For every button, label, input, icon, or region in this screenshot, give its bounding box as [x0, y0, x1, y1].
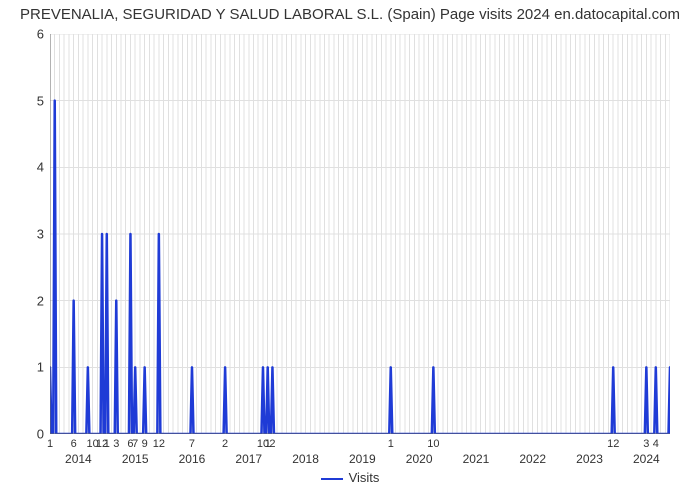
x-tick: 7: [189, 438, 195, 450]
x-year: 2024: [633, 452, 660, 466]
y-tick: 6: [37, 27, 44, 42]
x-year: 2020: [406, 452, 433, 466]
x-tick: 12: [607, 438, 619, 450]
x-year: 2021: [463, 452, 490, 466]
x-year: 2019: [349, 452, 376, 466]
y-tick: 0: [37, 427, 44, 442]
x-tick: 2: [269, 438, 275, 450]
x-tick: 3: [113, 438, 119, 450]
y-tick: 4: [37, 160, 44, 175]
x-year: 2015: [122, 452, 149, 466]
legend: Visits: [0, 470, 700, 485]
legend-label: Visits: [349, 470, 380, 485]
x-tick: 3: [643, 438, 649, 450]
x-tick: 7: [132, 438, 138, 450]
x-tick: 1: [47, 438, 53, 450]
x-year: 2017: [235, 452, 262, 466]
y-tick: 3: [37, 227, 44, 242]
x-year: 2016: [179, 452, 206, 466]
x-year: 2022: [519, 452, 546, 466]
x-year: 2018: [292, 452, 319, 466]
x-tick: 4: [653, 438, 659, 450]
chart-title: PREVENALIA, SEGURIDAD Y SALUD LABORAL S.…: [0, 6, 700, 23]
y-tick: 2: [37, 293, 44, 308]
x-tick: 1: [104, 438, 110, 450]
plot-area: [50, 34, 670, 434]
chart-container: { "chart": { "type": "line", "title": "P…: [0, 0, 700, 500]
x-tick: 9: [142, 438, 148, 450]
plot-svg: [50, 34, 670, 434]
x-year: 2014: [65, 452, 92, 466]
y-tick: 1: [37, 360, 44, 375]
x-tick: 2: [222, 438, 228, 450]
legend-swatch: [321, 478, 343, 480]
x-tick: 6: [71, 438, 77, 450]
x-tick: 12: [153, 438, 165, 450]
x-tick: 10: [427, 438, 439, 450]
x-year: 2023: [576, 452, 603, 466]
y-tick: 5: [37, 93, 44, 108]
x-tick: 1: [388, 438, 394, 450]
